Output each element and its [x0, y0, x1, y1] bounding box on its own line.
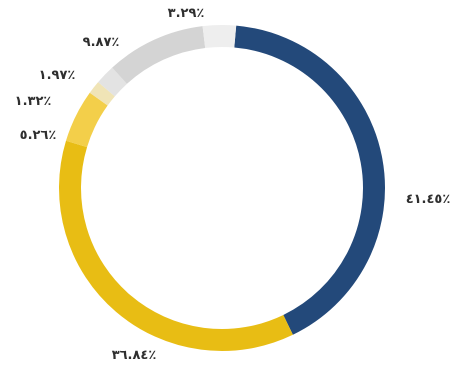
donut-slice-4 [98, 67, 128, 97]
donut-slices [59, 25, 385, 351]
donut-slice-2 [65, 92, 108, 148]
donut-slice-6 [202, 25, 237, 49]
slice-label-0: ٪٤١.٤٥ [406, 192, 451, 207]
slice-label-3: ٪١.٣٢ [15, 94, 52, 109]
donut-slice-3 [89, 82, 115, 106]
donut-slice-5 [112, 26, 206, 85]
donut-slice-1 [59, 140, 293, 351]
donut-slice-0 [234, 25, 385, 335]
slice-label-6: ٪٣.٢٩ [168, 6, 205, 21]
slice-labels: ٪٤١.٤٥ ٪٣٦.٨٤ ٪٥.٢٦ ٪١.٣٢ ٪١.٩٧ ٪٩.٨٧ ٪٣.٢٩ [15, 6, 451, 363]
slice-label-1: ٪٣٦.٨٤ [112, 348, 157, 363]
slice-label-5: ٪٩.٨٧ [83, 35, 120, 50]
slice-label-4: ٪١.٩٧ [39, 68, 76, 83]
slice-label-2: ٪٥.٢٦ [20, 128, 57, 143]
